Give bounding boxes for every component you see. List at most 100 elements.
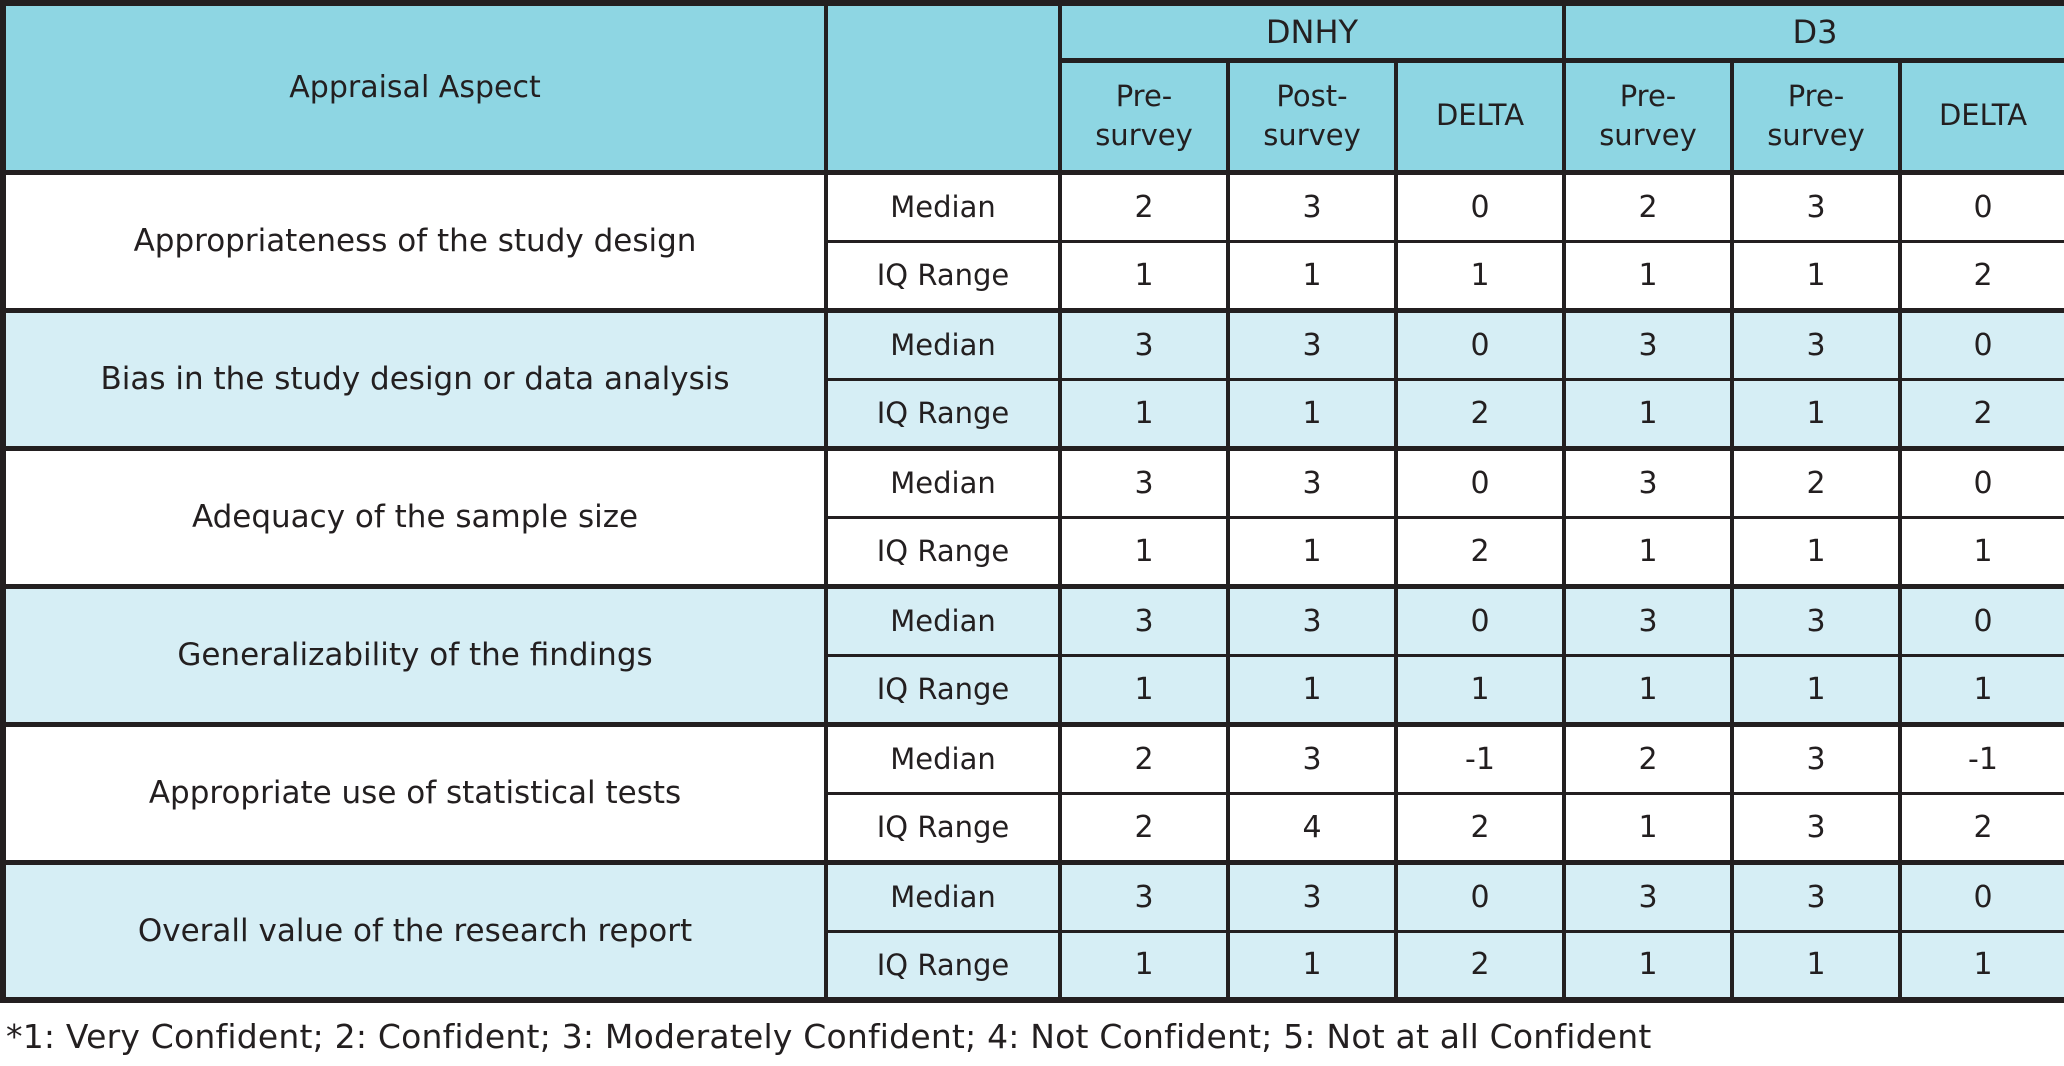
aspect-label: Adequacy of the sample size [0, 445, 828, 589]
value-cell: 0 [1897, 169, 2064, 243]
appraisal-results-table: Appraisal Aspect DNHY D3 Pre- survey Pos… [0, 0, 2064, 1003]
table-row: Generalizability of the findings Median … [0, 583, 2064, 727]
value-cell: 1 [1562, 791, 1734, 865]
header-row-groups: Appraisal Aspect DNHY D3 [0, 0, 2064, 175]
stat-label-iq-range: IQ Range [824, 377, 1062, 451]
value-cell: 3 [1562, 859, 1734, 933]
subheader-dnhy-delta: DELTA [1394, 58, 1566, 175]
stat-label-median: Median [824, 721, 1062, 795]
stat-label-header-blank [824, 0, 1062, 175]
value-cell: 2 [1562, 721, 1734, 795]
value-cell: 2 [1394, 791, 1566, 865]
value-cell: 1 [1730, 515, 1902, 589]
group-header-dnhy: DNHY [1058, 0, 1566, 63]
value-cell: 3 [1562, 307, 1734, 381]
stat-label-iq-range: IQ Range [824, 929, 1062, 1003]
table-row: IQ Range 1 1 2 1 1 2 [3, 377, 2064, 451]
value-cell: 3 [1226, 445, 1398, 519]
stat-label-iq-range: IQ Range [824, 653, 1062, 727]
value-cell: 0 [1394, 307, 1566, 381]
value-cell: 4 [1226, 791, 1398, 865]
value-cell: 0 [1897, 583, 2064, 657]
value-cell: 1 [1562, 515, 1734, 589]
value-cell: 1 [1730, 377, 1902, 451]
stat-label-iq-range: IQ Range [824, 791, 1062, 865]
table-row: Appropriate use of statistical tests Med… [0, 721, 2064, 865]
value-cell: 3 [1730, 791, 1902, 865]
value-cell: 3 [1730, 721, 1902, 795]
value-cell: 1 [1058, 377, 1230, 451]
stat-label-median: Median [824, 859, 1062, 933]
stat-label-iq-range: IQ Range [824, 239, 1062, 313]
value-cell: 1 [1562, 653, 1734, 727]
confidence-scale-footnote: *1: Very Confident; 2: Confident; 3: Mod… [6, 1017, 1652, 1056]
stat-label-median: Median [824, 169, 1062, 243]
value-cell: 1 [1058, 653, 1230, 727]
value-cell: 1 [1226, 929, 1398, 1003]
value-cell: 2 [1058, 791, 1230, 865]
stat-label-median: Median [824, 583, 1062, 657]
subheader-dnhy-pre-survey: Pre- survey [1058, 58, 1230, 175]
value-cell: 2 [1897, 791, 2064, 865]
value-cell: 3 [1226, 859, 1398, 933]
value-cell: 0 [1394, 169, 1566, 243]
value-cell: 0 [1897, 307, 2064, 381]
aspect-label: Appropriateness of the study design [0, 169, 828, 313]
value-cell: 2 [1562, 169, 1734, 243]
value-cell: 3 [1730, 583, 1902, 657]
aspect-label: Bias in the study design or data analysi… [0, 307, 828, 451]
value-cell: 1 [1897, 515, 2064, 589]
aspect-label: Appropriate use of statistical tests [0, 721, 828, 865]
value-cell: 0 [1394, 859, 1566, 933]
table-row: Appropriateness of the study design Medi… [0, 169, 2064, 313]
subheader-d3-delta: DELTA [1897, 58, 2064, 175]
value-cell: 2 [1058, 721, 1230, 795]
value-cell: 0 [1394, 583, 1566, 657]
subheader-d3-pre-survey-1: Pre- survey [1562, 58, 1734, 175]
table-row: IQ Range 1 1 2 1 1 1 [3, 515, 2064, 589]
group-header-d3: D3 [1561, 0, 2064, 63]
table-row: Bias in the study design or data analysi… [0, 307, 2064, 451]
value-cell: 1 [1562, 929, 1734, 1003]
value-cell: 3 [1730, 169, 1902, 243]
value-cell: -1 [1897, 721, 2064, 795]
value-cell: 3 [1562, 583, 1734, 657]
value-cell: 0 [1897, 859, 2064, 933]
value-cell: 1 [1394, 239, 1566, 313]
value-cell: 2 [1897, 377, 2064, 451]
value-cell: 1 [1226, 653, 1398, 727]
table-row: IQ Range 1 1 1 1 1 1 [3, 653, 2064, 727]
value-cell: 3 [1226, 721, 1398, 795]
value-cell: 1 [1394, 653, 1566, 727]
value-cell: 0 [1897, 445, 2064, 519]
table-row: Adequacy of the sample size Median 3 3 0… [0, 445, 2064, 589]
value-cell: 1 [1058, 515, 1230, 589]
value-cell: 1 [1897, 653, 2064, 727]
value-cell: 1 [1897, 929, 2064, 1003]
value-cell: 3 [1058, 307, 1230, 381]
value-cell: 1 [1226, 239, 1398, 313]
value-cell: 3 [1058, 859, 1230, 933]
value-cell: 3 [1058, 445, 1230, 519]
value-cell: 3 [1226, 169, 1398, 243]
value-cell: 1 [1562, 239, 1734, 313]
corner-header-appraisal-aspect: Appraisal Aspect [0, 0, 828, 175]
value-cell: 1 [1562, 377, 1734, 451]
subheader-dnhy-post-survey: Post- survey [1226, 58, 1398, 175]
stat-label-median: Median [824, 307, 1062, 381]
aspect-label: Overall value of the research report [0, 859, 828, 1003]
value-cell: 2 [1394, 515, 1566, 589]
value-cell: 2 [1394, 377, 1566, 451]
value-cell: 0 [1394, 445, 1566, 519]
value-cell: 2 [1058, 169, 1230, 243]
stat-label-median: Median [824, 445, 1062, 519]
table-row: IQ Range 1 1 2 1 1 1 [3, 929, 2064, 1003]
aspect-label: Generalizability of the findings [0, 583, 828, 727]
value-cell: 1 [1058, 239, 1230, 313]
value-cell: 3 [1730, 307, 1902, 381]
table-row: IQ Range 2 4 2 1 3 2 [3, 791, 2064, 865]
table-row: IQ Range 1 1 1 1 1 2 [3, 239, 2064, 313]
stat-label-iq-range: IQ Range [824, 515, 1062, 589]
value-cell: -1 [1394, 721, 1566, 795]
value-cell: 1 [1730, 929, 1902, 1003]
